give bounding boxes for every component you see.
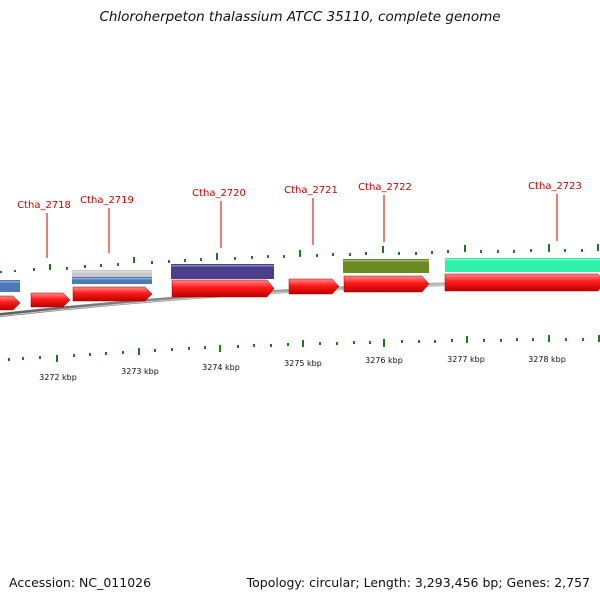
cds-arrow bbox=[72, 286, 153, 302]
feature-bar-blue bbox=[0, 280, 20, 292]
feature-bar-purple bbox=[171, 264, 274, 279]
cds-arrow bbox=[0, 295, 21, 311]
accession-text: Accession: NC_011026 bbox=[9, 575, 152, 590]
gene-label: Ctha_2718 bbox=[17, 200, 71, 211]
feature-bar-teal bbox=[445, 258, 600, 272]
cds-arrow bbox=[171, 279, 275, 298]
tick-marks-bottom bbox=[8, 335, 600, 362]
feature-bars bbox=[0, 258, 600, 311]
kbp-labels: 3272 kbp 3273 kbp 3274 kbp 3275 kbp 3276 kbp… bbox=[39, 355, 566, 382]
feature-bar-blue bbox=[72, 277, 152, 284]
cds-arrow bbox=[343, 275, 430, 293]
gene-label: Ctha_2721 bbox=[284, 185, 338, 196]
gene-label: Ctha_2719 bbox=[80, 195, 134, 206]
gene-label: Ctha_2723 bbox=[528, 181, 582, 192]
gene-labels: Ctha_2718 Ctha_2719 Ctha_2720 Ctha_2721 Ctha… bbox=[17, 181, 582, 258]
cds-arrow bbox=[288, 278, 340, 295]
map-title: Chloroherpeton thalassium ATCC 35110, co… bbox=[99, 9, 501, 25]
kbp-label: 3273 kbp bbox=[121, 367, 159, 376]
kbp-label: 3274 kbp bbox=[202, 363, 240, 372]
tick-marks-top bbox=[0, 244, 599, 273]
gene-label: Ctha_2722 bbox=[358, 182, 412, 193]
cds-arrow bbox=[444, 273, 600, 292]
kbp-label: 3278 kbp bbox=[528, 355, 566, 364]
feature-bar-gray bbox=[72, 270, 152, 277]
feature-bar-olive bbox=[343, 259, 429, 273]
genome-summary-text: Topology: circular; Length: 3,293,456 bp… bbox=[246, 575, 590, 590]
kbp-label: 3276 kbp bbox=[365, 356, 403, 365]
gene-label: Ctha_2720 bbox=[192, 188, 246, 199]
kbp-label: 3275 kbp bbox=[284, 359, 322, 368]
kbp-label: 3272 kbp bbox=[39, 373, 77, 382]
cds-arrow bbox=[30, 292, 71, 308]
kbp-label: 3277 kbp bbox=[447, 355, 485, 364]
